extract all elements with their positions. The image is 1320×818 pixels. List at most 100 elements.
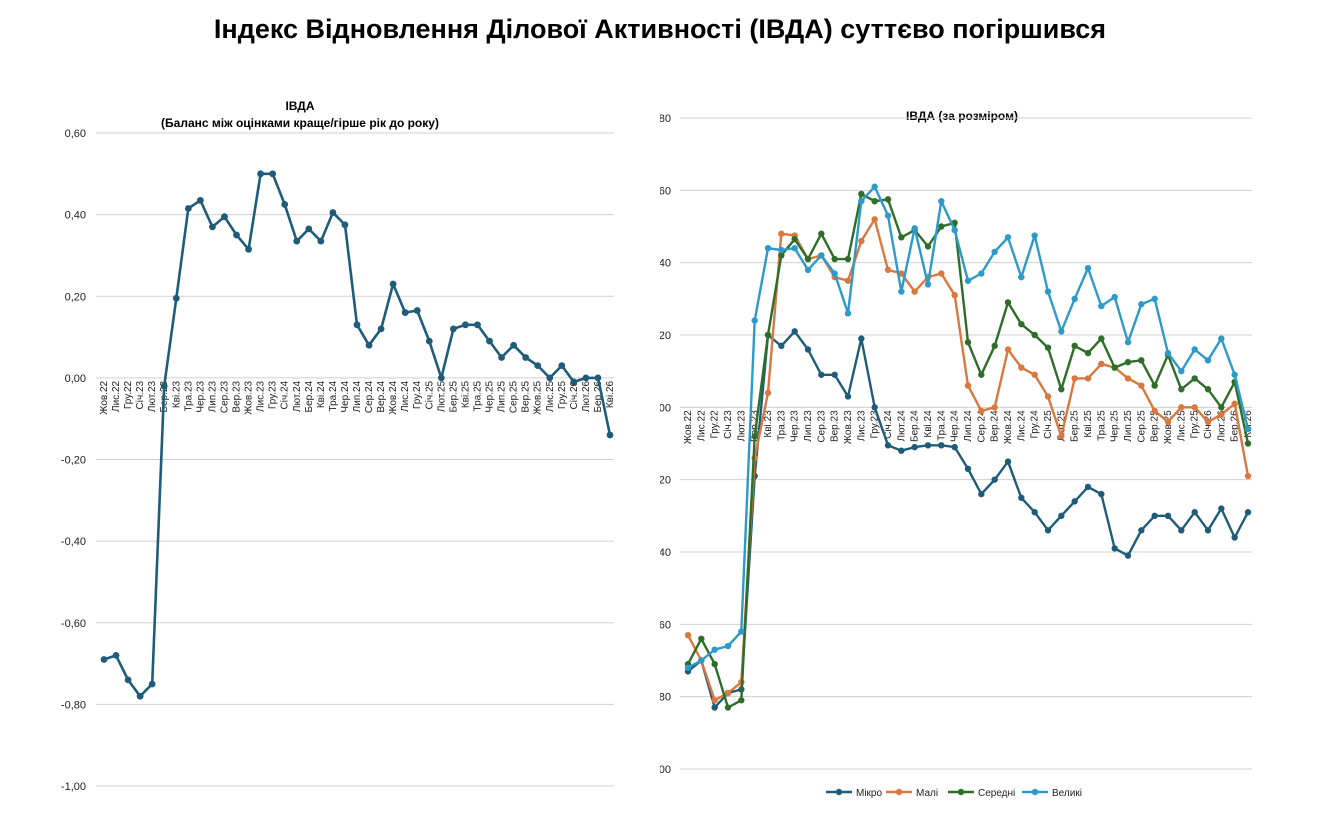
right-data-point [1058, 328, 1065, 335]
left-y-tick-label: -0,80 [61, 699, 86, 711]
right-x-tick-label: Гру.23 [870, 410, 881, 439]
right-data-point [964, 382, 972, 389]
right-data-point [711, 697, 718, 704]
right-data-point [924, 281, 932, 288]
left-x-tick-label: Кві.26 [605, 380, 616, 408]
right-data-point [831, 255, 838, 263]
right-data-point [884, 266, 892, 274]
right-x-tick-label: Лис.23 [856, 410, 867, 441]
left-data-point [558, 362, 566, 370]
right-data-point [1178, 386, 1185, 393]
right-data-point [1204, 357, 1212, 364]
right-data-point [818, 252, 825, 259]
right-data-point [1151, 407, 1158, 415]
right-x-tick-label: Вер.25 [1150, 410, 1161, 442]
right-x-tick-label: Сер.23 [816, 410, 827, 443]
right-y-tick-label: -0,80 [660, 692, 671, 704]
left-x-tick-label: Гру.24 [412, 380, 423, 409]
left-x-tick-label: Тра.24 [328, 380, 339, 411]
right-x-tick-label: Кві.26 [1243, 410, 1254, 438]
right-data-point [1004, 346, 1012, 353]
right-data-point [1231, 534, 1238, 541]
legend-entry-label: Середні [978, 788, 1015, 799]
left-x-tick-label: Сер.25 [509, 380, 520, 413]
left-series-line-0 [103, 172, 612, 698]
right-y-tick-label: -1,00 [660, 764, 671, 776]
left-data-point [148, 680, 156, 688]
left-y-tick-label: 0,00 [65, 373, 86, 385]
legend-entry-label: Великі [1052, 788, 1082, 799]
left-data-point [582, 374, 590, 382]
right-x-tick-label: Лют.24 [896, 410, 907, 442]
left-x-tick-label: Жов.23 [244, 380, 255, 414]
right-data-point [991, 404, 998, 411]
right-data-point [951, 292, 958, 299]
right-x-tick-label: Лис.24 [1016, 410, 1027, 441]
left-data-point [281, 201, 289, 208]
left-x-tick-label: Січ.24 [280, 380, 291, 409]
right-data-point [1138, 382, 1145, 389]
right-data-point [751, 433, 758, 440]
right-series-line-2 [686, 192, 1250, 709]
right-data-point [1138, 527, 1145, 534]
right-data-point [978, 371, 985, 378]
right-x-tick-label: Чер.23 [790, 410, 801, 442]
left-data-point [317, 237, 325, 245]
right-data-point [1151, 512, 1158, 520]
right-data-point [738, 697, 745, 704]
right-y-tick-label: 0,80 [660, 113, 671, 125]
left-data-point [293, 237, 301, 245]
right-data-point [1071, 498, 1078, 505]
left-x-tick-label: Вер.23 [232, 380, 243, 412]
right-data-point [1191, 346, 1198, 353]
left-data-point [209, 223, 216, 231]
right-x-tick-label: Гру.22 [710, 410, 721, 439]
legend-swatch-marker [1031, 788, 1039, 796]
right-data-point [684, 631, 692, 639]
right-data-point [938, 442, 945, 449]
right-x-tick-label: Лис.22 [696, 410, 707, 441]
right-data-point [1071, 342, 1078, 350]
left-data-point [184, 205, 192, 212]
left-data-point [124, 676, 132, 684]
right-data-point [698, 657, 705, 664]
left-data-point [221, 213, 228, 221]
right-data-point [898, 270, 905, 277]
left-data-point [510, 341, 518, 349]
right-data-point [1004, 234, 1012, 241]
right-data-point [711, 646, 718, 653]
right-data-point [724, 642, 732, 650]
right-data-point [791, 328, 798, 335]
right-x-tick-label: Чер.25 [1110, 410, 1121, 442]
right-x-tick-label: Чер.24 [950, 410, 961, 442]
right-data-point [1004, 299, 1012, 306]
right-y-tick-label: -0,60 [660, 619, 671, 631]
left-data-point [401, 309, 409, 316]
right-data-point [871, 183, 878, 190]
right-data-point [1124, 552, 1132, 559]
right-data-point [951, 443, 958, 451]
right-data-point [978, 270, 985, 277]
right-series-line-1 [686, 218, 1250, 702]
right-x-tick-label: Січ.25 [1043, 410, 1054, 439]
right-x-tick-label: Жов.22 [683, 410, 694, 444]
left-data-point [100, 656, 108, 663]
right-x-tick-label: Бер.24 [910, 410, 921, 442]
left-x-tick-label: Чер.24 [340, 380, 351, 412]
left-x-tick-label: Жов.24 [388, 380, 399, 414]
right-x-tick-label: Жов.24 [1003, 410, 1014, 444]
right-data-point [938, 223, 945, 230]
right-x-tick-label: Сер.25 [1136, 410, 1147, 443]
left-x-tick-label: Чер.23 [195, 380, 206, 412]
right-data-point [1231, 400, 1238, 407]
right-x-tick-label: Лип.25 [1123, 410, 1134, 442]
left-data-point [474, 321, 481, 329]
right-x-tick-label: Тра.24 [936, 410, 947, 441]
right-data-point [804, 346, 812, 353]
right-data-point [1218, 335, 1225, 342]
right-data-point [1084, 349, 1092, 357]
right-data-point [751, 317, 758, 324]
left-x-tick-label: Лют.26 [581, 380, 592, 412]
right-data-point [964, 339, 972, 346]
right-data-point [991, 248, 998, 256]
